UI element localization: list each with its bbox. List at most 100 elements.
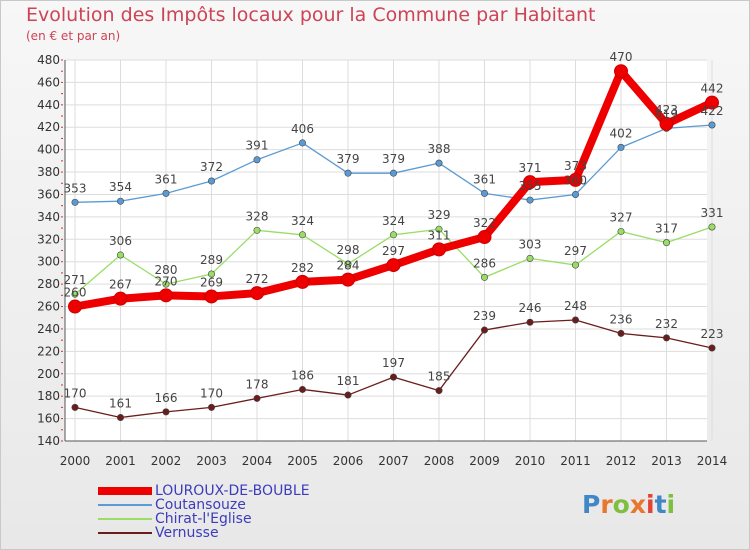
y-tick-label: 360: [37, 187, 60, 201]
data-point: [71, 403, 79, 411]
data-label: 361: [473, 172, 496, 186]
data-label: 297: [564, 244, 587, 258]
legend-label-vernusse: Vernusse: [155, 525, 219, 541]
data-point: [480, 189, 488, 197]
data-label: 185: [428, 370, 451, 384]
data-label: 373: [564, 159, 587, 173]
data-point: [298, 139, 306, 147]
x-tick-label: 2011: [560, 454, 591, 468]
data-point: [705, 95, 719, 110]
data-label: 324: [291, 214, 314, 228]
y-tick-label: 460: [37, 75, 60, 89]
data-point: [617, 227, 625, 235]
data-label: 379: [382, 152, 405, 166]
y-tick-label: 420: [37, 120, 60, 134]
y-tick-label: 200: [37, 367, 60, 381]
data-label: 328: [246, 209, 269, 223]
x-tick-label: 2005: [287, 454, 318, 468]
legend-swatch-vernusse: [98, 532, 152, 534]
data-label: 355: [519, 179, 542, 193]
legend-label-chirat: Chirat-l'Eglise: [155, 511, 252, 527]
data-label: 311: [428, 228, 451, 242]
legend-item-chirat: Chirat-l'Eglise: [98, 511, 398, 527]
y-tick-label: 400: [37, 143, 60, 157]
data-label: 391: [246, 139, 269, 153]
data-point: [568, 172, 583, 187]
data-label: 371: [519, 161, 542, 175]
data-label: 170: [64, 386, 87, 400]
data-point: [341, 272, 355, 287]
data-point: [435, 159, 443, 167]
data-label: 406: [291, 122, 314, 136]
data-label: 284: [337, 259, 360, 273]
data-point: [162, 408, 170, 416]
data-point: [523, 175, 537, 190]
data-point: [435, 387, 443, 395]
data-label: 419: [655, 107, 678, 121]
data-point: [208, 270, 216, 278]
data-label: 280: [155, 263, 178, 277]
data-point: [571, 261, 579, 269]
data-point: [708, 223, 716, 231]
data-point: [162, 280, 170, 288]
legend: LOUROUX-DE-BOUBLE Coutansouze Chirat-l'E…: [98, 483, 398, 541]
y-tick-label: 280: [37, 277, 60, 291]
legend-swatch-coutansouze: [98, 504, 152, 506]
legend-item-louroux: LOUROUX-DE-BOUBLE: [98, 483, 398, 499]
data-label: 236: [610, 312, 633, 326]
data-point: [162, 189, 170, 197]
data-label: 269: [200, 275, 223, 289]
data-label: 289: [200, 253, 223, 267]
data-label: 327: [610, 210, 633, 224]
data-label: 161: [109, 396, 132, 410]
data-label: 331: [701, 206, 724, 220]
data-point: [253, 226, 261, 234]
chart-title: Evolution des Impôts locaux pour la Comm…: [26, 4, 596, 26]
data-label: 181: [337, 374, 360, 388]
y-tick-label: 320: [37, 232, 60, 246]
data-point: [614, 64, 628, 79]
data-point: [571, 316, 579, 324]
y-tick-label: 160: [37, 412, 60, 426]
x-tick-label: 2013: [651, 454, 682, 468]
data-point: [389, 169, 397, 177]
data-label: 324: [382, 214, 405, 228]
data-label: 267: [109, 278, 132, 292]
data-label: 260: [64, 286, 87, 300]
logo-letter: x: [629, 490, 646, 519]
chart-subtitle: (en € et par an): [26, 29, 121, 43]
data-label: 329: [428, 208, 451, 222]
data-label: 282: [291, 261, 314, 275]
data-point: [204, 289, 219, 304]
data-label: 470: [610, 50, 633, 64]
data-point: [113, 291, 128, 306]
data-point: [571, 190, 579, 198]
data-label: 178: [246, 377, 269, 391]
y-tick-label: 240: [37, 322, 60, 336]
data-label: 270: [155, 274, 178, 288]
data-point: [71, 198, 79, 206]
x-tick-label: 2001: [105, 454, 136, 468]
logo-letter: o: [612, 490, 630, 519]
legend-label-louroux: LOUROUX-DE-BOUBLE: [155, 483, 310, 499]
data-point: [432, 242, 446, 257]
x-tick-label: 2012: [606, 454, 637, 468]
data-label: 306: [109, 234, 132, 248]
data-point: [298, 231, 306, 239]
data-label: 353: [64, 181, 87, 195]
data-label: 379: [337, 152, 360, 166]
data-label: 322: [473, 216, 496, 230]
x-tick-label: 2014: [697, 454, 728, 468]
data-label: 239: [473, 309, 496, 323]
logo-letter: i: [666, 490, 676, 519]
y-tick-label: 480: [37, 53, 60, 67]
data-label: 246: [519, 301, 542, 315]
data-label: 286: [473, 256, 496, 270]
logo-letter: r: [600, 490, 613, 519]
data-point: [253, 156, 261, 164]
x-tick-label: 2010: [515, 454, 546, 468]
data-point: [117, 251, 125, 259]
data-label: 298: [337, 243, 360, 257]
data-label: 170: [200, 386, 223, 400]
data-point: [526, 254, 534, 262]
